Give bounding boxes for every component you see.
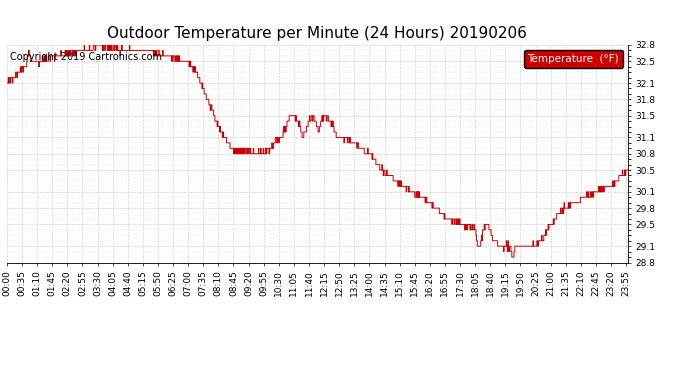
Title: Outdoor Temperature per Minute (24 Hours) 20190206: Outdoor Temperature per Minute (24 Hours… xyxy=(108,26,527,41)
Legend: Temperature  (°F): Temperature (°F) xyxy=(524,50,622,68)
Text: Copyright 2019 Cartronics.com: Copyright 2019 Cartronics.com xyxy=(10,51,162,62)
